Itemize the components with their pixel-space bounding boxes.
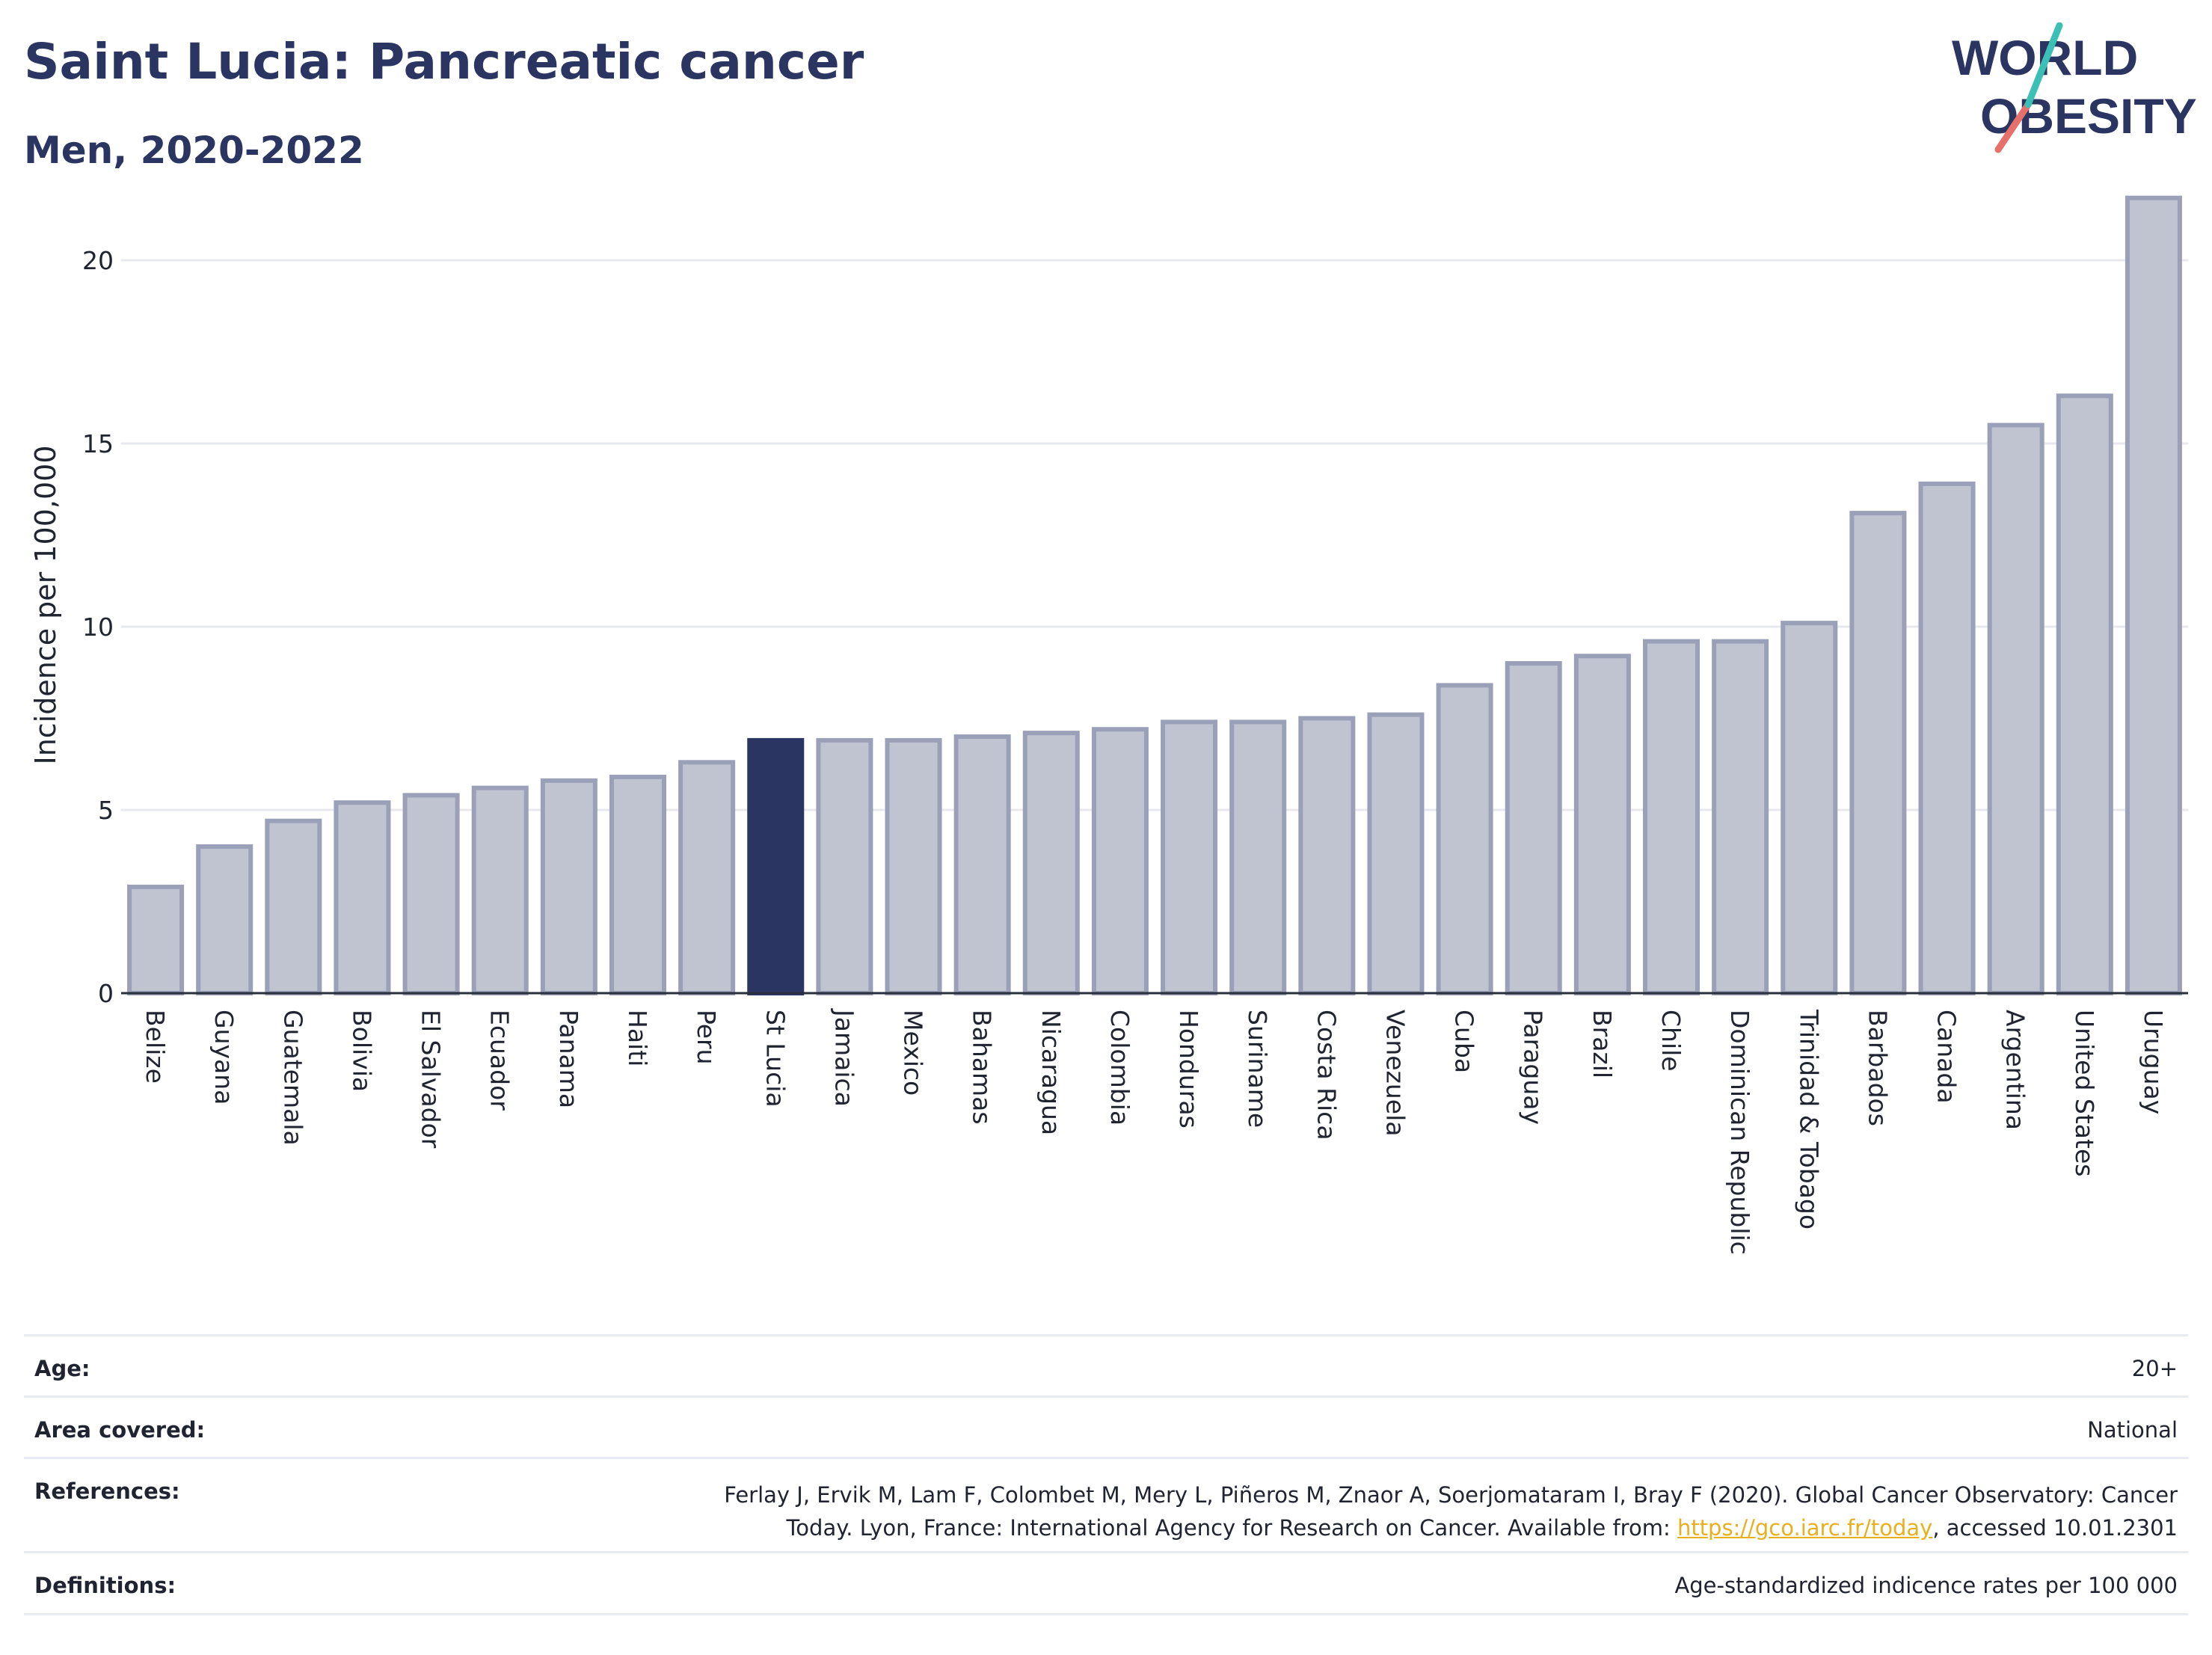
area-label: Area covered: xyxy=(34,1417,206,1443)
bar-highlight[interactable] xyxy=(747,737,805,996)
labels: 0 5 10 15 20 Belize Guyana Guatemala Bolivia El S… xyxy=(29,246,2168,1255)
references-value: Ferlay J, Ervik M, Lam F, Colombet M, Me… xyxy=(724,1479,2178,1544)
x-tick-label: Nicaragua xyxy=(1036,1010,1066,1135)
bar[interactable] xyxy=(1781,621,1838,995)
y-tick-label: 0 xyxy=(98,979,114,1008)
bar[interactable] xyxy=(540,778,597,996)
x-tick-label: Jamaica xyxy=(829,1008,858,1107)
bar[interactable] xyxy=(1987,423,2044,995)
bar[interactable] xyxy=(1573,654,1631,995)
logo-line2: OBESITY xyxy=(1980,88,2197,144)
references-line2-prefix: Today. Lyon, France: International Agenc… xyxy=(786,1515,1677,1541)
x-tick-label: Guyana xyxy=(209,1010,239,1105)
x-tick-label: Panama xyxy=(554,1010,583,1108)
bar[interactable] xyxy=(471,785,529,995)
definitions-label: Definitions: xyxy=(34,1573,176,1598)
bar[interactable] xyxy=(1436,683,1493,996)
x-tick-label: United States xyxy=(2070,1010,2099,1176)
x-tick-label: Bolivia xyxy=(347,1010,376,1092)
bar[interactable] xyxy=(1161,719,1218,996)
x-tick-label: Barbados xyxy=(1863,1010,1892,1126)
y-tick-label: 5 xyxy=(98,796,114,825)
bar[interactable] xyxy=(1505,661,1562,995)
x-tick-label: Venezuela xyxy=(1380,1010,1410,1136)
x-tick-label: Brazil xyxy=(1588,1010,1617,1078)
meta-row-age: Age: 20+ xyxy=(24,1334,2188,1396)
x-tick-label: Bahamas xyxy=(968,1010,997,1125)
bar[interactable] xyxy=(2056,393,2113,995)
y-tick-label: 10 xyxy=(82,612,114,642)
bar[interactable] xyxy=(2125,195,2182,996)
y-tick-label: 15 xyxy=(82,429,114,458)
grid-lines xyxy=(121,259,2188,811)
world-obesity-logo: WORLD OBESITY xyxy=(1952,22,2197,153)
references-link[interactable]: https://gco.iarc.fr/today xyxy=(1677,1515,1933,1541)
x-tick-label: Canada xyxy=(1932,1010,1961,1104)
bar[interactable] xyxy=(1022,731,1080,995)
meta-row-references: References: Ferlay J, Ervik M, Lam F, Co… xyxy=(24,1457,2188,1552)
x-tick-label: Suriname xyxy=(1243,1010,1272,1128)
bar[interactable] xyxy=(678,760,736,995)
bar[interactable] xyxy=(1918,481,1976,995)
references-label: References: xyxy=(34,1479,180,1504)
page-title: Saint Lucia: Pancreatic cancer xyxy=(24,33,864,90)
bar[interactable] xyxy=(265,818,322,995)
age-label: Age: xyxy=(34,1356,90,1381)
x-tick-label: Argentina xyxy=(2001,1010,2030,1130)
y-axis-title: Incidence per 100,000 xyxy=(29,445,62,764)
bars xyxy=(127,195,2182,996)
bar[interactable] xyxy=(127,884,185,996)
bar[interactable] xyxy=(334,800,391,995)
bar[interactable] xyxy=(953,734,1011,995)
bar[interactable] xyxy=(1298,716,1356,995)
references-line2-suffix: , accessed 10.01.2301 xyxy=(1932,1515,2178,1541)
x-tick-label: Colombia xyxy=(1105,1010,1134,1126)
definitions-value: Age-standardized indicence rates per 100… xyxy=(1674,1573,2178,1598)
bar[interactable] xyxy=(1367,712,1425,995)
x-tick-label: El Salvador xyxy=(417,1010,446,1149)
x-tick-label: Costa Rica xyxy=(1312,1010,1341,1140)
bar[interactable] xyxy=(402,793,460,996)
x-tick-label: Peru xyxy=(692,1010,721,1065)
y-tick-label: 20 xyxy=(82,246,114,275)
x-tick-label: Guatemala xyxy=(278,1010,307,1146)
bar-chart: 0 5 10 15 20 Belize Guyana Guatemala Bolivia El S… xyxy=(29,195,2188,1255)
x-tick-label: St Lucia xyxy=(761,1010,790,1108)
meta-row-definitions: Definitions: Age-standardized indicence … xyxy=(24,1551,2188,1615)
x-tick-label: Paraguay xyxy=(1519,1010,1548,1125)
x-tick-label: Dominican Republic xyxy=(1725,1010,1754,1255)
metadata-table: Age: 20+ Area covered: National Referenc… xyxy=(24,1334,2188,1618)
x-tick-label: Trinidad & Tobago xyxy=(1794,1009,1823,1229)
x-tick-label: Cuba xyxy=(1450,1010,1479,1073)
x-tick-label: Chile xyxy=(1656,1010,1686,1072)
bar[interactable] xyxy=(196,844,254,995)
bar[interactable] xyxy=(609,774,667,996)
x-tick-label: Mexico xyxy=(899,1010,928,1096)
bar[interactable] xyxy=(885,737,942,996)
bar[interactable] xyxy=(1229,719,1287,996)
references-line2: Today. Lyon, France: International Agenc… xyxy=(724,1511,2178,1544)
bar[interactable] xyxy=(816,737,873,996)
x-tick-label: Belize xyxy=(141,1010,170,1084)
area-value: National xyxy=(2087,1417,2178,1443)
x-tick-label: Honduras xyxy=(1174,1010,1203,1129)
bar[interactable] xyxy=(1712,639,1769,995)
bar[interactable] xyxy=(1849,511,1907,995)
age-value: 20+ xyxy=(2131,1356,2178,1381)
meta-row-area: Area covered: National xyxy=(24,1395,2188,1458)
references-line1: Ferlay J, Ervik M, Lam F, Colombet M, Me… xyxy=(724,1482,2178,1508)
bar[interactable] xyxy=(1091,727,1149,995)
x-tick-label: Uruguay xyxy=(2139,1010,2168,1114)
x-tick-label: Haiti xyxy=(623,1010,652,1066)
bar[interactable] xyxy=(1642,639,1701,995)
page-subtitle: Men, 2020-2022 xyxy=(24,129,364,172)
x-tick-label: Ecuador xyxy=(485,1010,514,1111)
